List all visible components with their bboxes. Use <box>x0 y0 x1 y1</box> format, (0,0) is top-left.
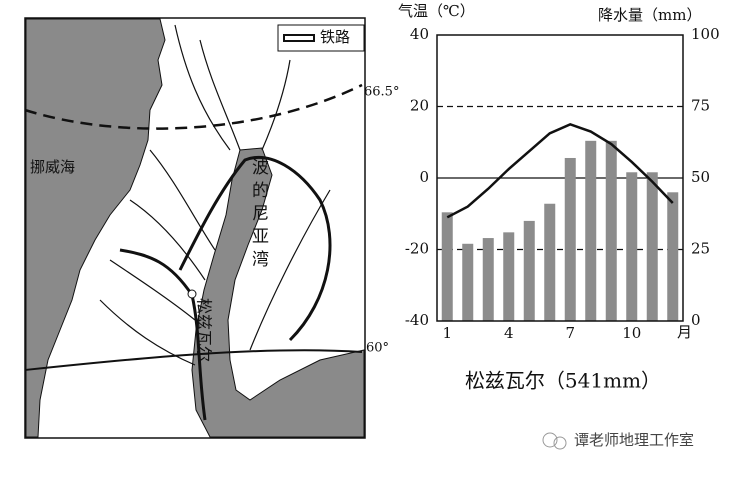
y-tick-label: -20 <box>405 240 429 258</box>
bar <box>646 172 658 321</box>
bar <box>482 238 494 321</box>
legend-box <box>277 24 365 52</box>
watermark-icon <box>542 432 558 448</box>
watermark-icon <box>553 436 567 450</box>
parallel-60 <box>24 349 363 371</box>
bar <box>626 172 638 321</box>
bar <box>667 192 679 321</box>
bar <box>605 140 617 321</box>
y-tick-label: 40 <box>410 25 429 43</box>
y2-tick-label: 25 <box>691 240 710 258</box>
bar <box>564 157 576 321</box>
y2-tick-label: 100 <box>691 25 720 43</box>
bar <box>585 140 597 321</box>
y2-tick-label: 75 <box>691 97 710 115</box>
y-tick-label: 20 <box>410 97 429 115</box>
latitude-label: 66.5° <box>364 85 399 100</box>
city-label: 松兹瓦尔 <box>195 298 214 362</box>
city-dot <box>187 289 197 299</box>
legend-symbol <box>283 34 315 42</box>
x-tick-label: 1 <box>442 324 452 342</box>
bar <box>441 212 453 321</box>
latitude-label: 60° <box>366 341 389 356</box>
bar <box>462 243 474 321</box>
climate-chart: 气温（℃） 降水量（mm） 月 松兹瓦尔（541mm） <box>398 2 701 393</box>
rivers <box>99 24 331 366</box>
x-tick-label: 7 <box>565 324 575 342</box>
y-tick-label: 0 <box>419 168 429 186</box>
y2-tick-label: 50 <box>691 168 710 186</box>
x-tick-label: 4 <box>504 324 514 342</box>
map: 铁路 挪威海 波的尼亚湾 松兹瓦尔 66.5° 60° <box>24 17 399 439</box>
y-tick-label: -40 <box>405 311 429 329</box>
watermark: 谭老师地理工作室 <box>542 431 694 450</box>
arctic-circle <box>24 83 363 130</box>
y-axis-label: 气温（℃） <box>398 2 475 20</box>
y2-axis-label: 降水量（mm） <box>598 6 701 24</box>
temperature-line <box>446 123 674 219</box>
x-unit: 月 <box>677 323 692 341</box>
bar <box>523 220 535 321</box>
watermark-text: 谭老师地理工作室 <box>574 431 694 449</box>
gulf <box>191 147 365 438</box>
gulf-label: 波的尼亚湾 <box>248 158 269 273</box>
y2-tick-label: 0 <box>691 311 701 329</box>
sea-label: 挪威海 <box>30 158 75 176</box>
chart-title: 松兹瓦尔（541mm） <box>465 369 661 393</box>
bar <box>503 232 515 321</box>
legend-label: 铁路 <box>320 28 350 46</box>
bar <box>544 203 556 321</box>
x-tick-label: 10 <box>622 324 641 342</box>
plot-frame <box>436 34 684 322</box>
sea <box>25 18 166 438</box>
